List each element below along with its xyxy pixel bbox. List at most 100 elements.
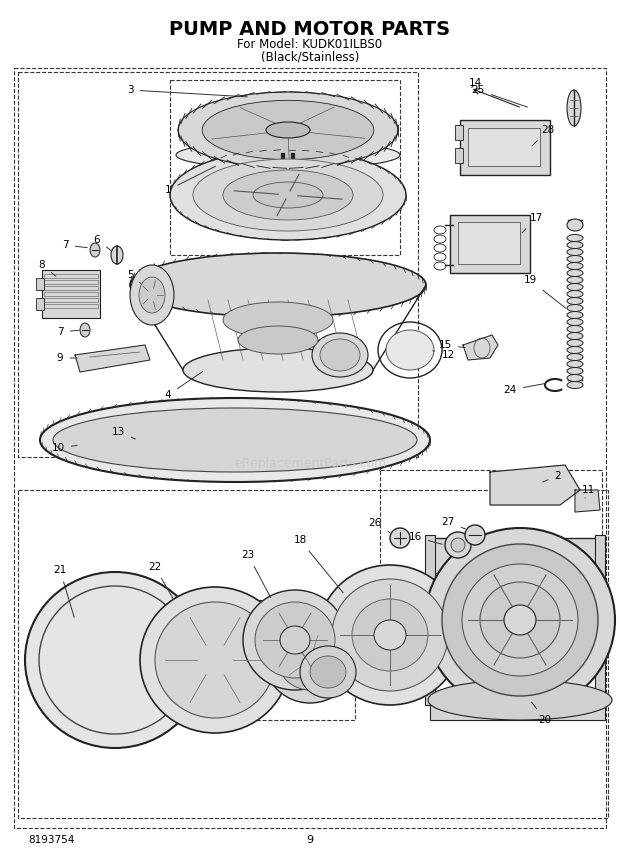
Ellipse shape — [80, 323, 90, 337]
Text: 21: 21 — [53, 565, 74, 617]
Bar — [430, 538, 605, 573]
Ellipse shape — [140, 587, 290, 733]
Ellipse shape — [111, 246, 123, 264]
Bar — [44, 298, 98, 302]
Ellipse shape — [567, 347, 583, 354]
Ellipse shape — [567, 332, 583, 340]
Ellipse shape — [255, 602, 335, 678]
Ellipse shape — [567, 90, 581, 126]
Bar — [425, 535, 435, 705]
Ellipse shape — [223, 302, 333, 338]
Text: (Black/Stainless): (Black/Stainless) — [261, 50, 359, 63]
Bar — [36, 298, 44, 310]
Ellipse shape — [243, 590, 347, 690]
Ellipse shape — [139, 277, 165, 313]
Text: 14: 14 — [468, 78, 482, 88]
Polygon shape — [75, 345, 150, 372]
Text: 9: 9 — [56, 353, 78, 363]
Bar — [44, 274, 98, 278]
Ellipse shape — [567, 325, 583, 332]
Ellipse shape — [352, 599, 428, 671]
Text: For Model: KUDK01ILBS0: For Model: KUDK01ILBS0 — [237, 38, 383, 51]
Ellipse shape — [390, 528, 410, 548]
Text: 27: 27 — [441, 517, 466, 529]
Ellipse shape — [25, 572, 205, 748]
Ellipse shape — [53, 408, 417, 472]
Ellipse shape — [300, 646, 356, 698]
Bar — [460, 120, 550, 175]
Ellipse shape — [567, 340, 583, 347]
Text: 12: 12 — [433, 350, 454, 360]
Ellipse shape — [567, 235, 583, 241]
Ellipse shape — [567, 360, 583, 367]
Ellipse shape — [386, 330, 434, 370]
Ellipse shape — [312, 333, 368, 377]
Ellipse shape — [465, 525, 485, 545]
Ellipse shape — [310, 656, 346, 688]
Ellipse shape — [442, 544, 598, 696]
Text: 26: 26 — [368, 518, 389, 532]
Ellipse shape — [130, 265, 174, 325]
Ellipse shape — [280, 626, 310, 654]
Ellipse shape — [567, 312, 583, 318]
Text: PUMP AND MOTOR PARTS: PUMP AND MOTOR PARTS — [169, 20, 451, 39]
Text: 8: 8 — [38, 260, 56, 276]
Text: 10: 10 — [51, 443, 78, 453]
Bar — [44, 304, 98, 308]
Bar — [240, 600, 355, 720]
Ellipse shape — [265, 617, 355, 703]
Ellipse shape — [451, 538, 465, 552]
Ellipse shape — [567, 375, 583, 382]
Text: 13: 13 — [112, 427, 135, 439]
Text: 18: 18 — [293, 535, 343, 593]
Ellipse shape — [567, 367, 583, 375]
Text: 2: 2 — [542, 471, 561, 482]
Ellipse shape — [428, 680, 612, 720]
Bar — [44, 280, 98, 284]
Bar — [42, 270, 100, 318]
Text: 8193754: 8193754 — [28, 835, 74, 845]
Ellipse shape — [567, 270, 583, 276]
Polygon shape — [575, 490, 600, 512]
Ellipse shape — [480, 582, 560, 658]
Ellipse shape — [567, 354, 583, 360]
Ellipse shape — [567, 276, 583, 283]
Text: 9: 9 — [306, 835, 314, 845]
Ellipse shape — [567, 248, 583, 255]
Polygon shape — [490, 465, 580, 505]
Ellipse shape — [130, 253, 426, 317]
Text: 11: 11 — [582, 485, 595, 498]
Text: 16: 16 — [409, 532, 442, 544]
Bar — [455, 148, 463, 163]
Text: 7: 7 — [56, 327, 79, 337]
Ellipse shape — [332, 579, 448, 691]
Bar — [18, 490, 608, 818]
Ellipse shape — [567, 382, 583, 389]
Ellipse shape — [202, 100, 374, 159]
Text: 5: 5 — [126, 270, 141, 283]
Text: 4: 4 — [165, 372, 203, 400]
Bar — [44, 292, 98, 296]
Ellipse shape — [278, 630, 342, 690]
Ellipse shape — [155, 602, 275, 718]
Ellipse shape — [193, 159, 383, 231]
Ellipse shape — [266, 122, 310, 138]
Ellipse shape — [567, 298, 583, 305]
Text: 20: 20 — [532, 702, 552, 725]
Ellipse shape — [223, 170, 353, 220]
Ellipse shape — [567, 305, 583, 312]
Text: 3: 3 — [126, 85, 247, 97]
Ellipse shape — [238, 326, 318, 354]
Bar — [455, 125, 463, 140]
Ellipse shape — [567, 263, 583, 270]
Text: 24: 24 — [503, 383, 545, 395]
Ellipse shape — [183, 348, 373, 392]
Text: 28: 28 — [532, 125, 555, 146]
Text: 23: 23 — [241, 550, 271, 597]
Text: 15: 15 — [438, 340, 465, 350]
Ellipse shape — [320, 339, 360, 371]
Ellipse shape — [178, 92, 398, 168]
Text: 22: 22 — [148, 562, 174, 599]
Bar — [170, 80, 400, 255]
Bar — [18, 72, 418, 457]
